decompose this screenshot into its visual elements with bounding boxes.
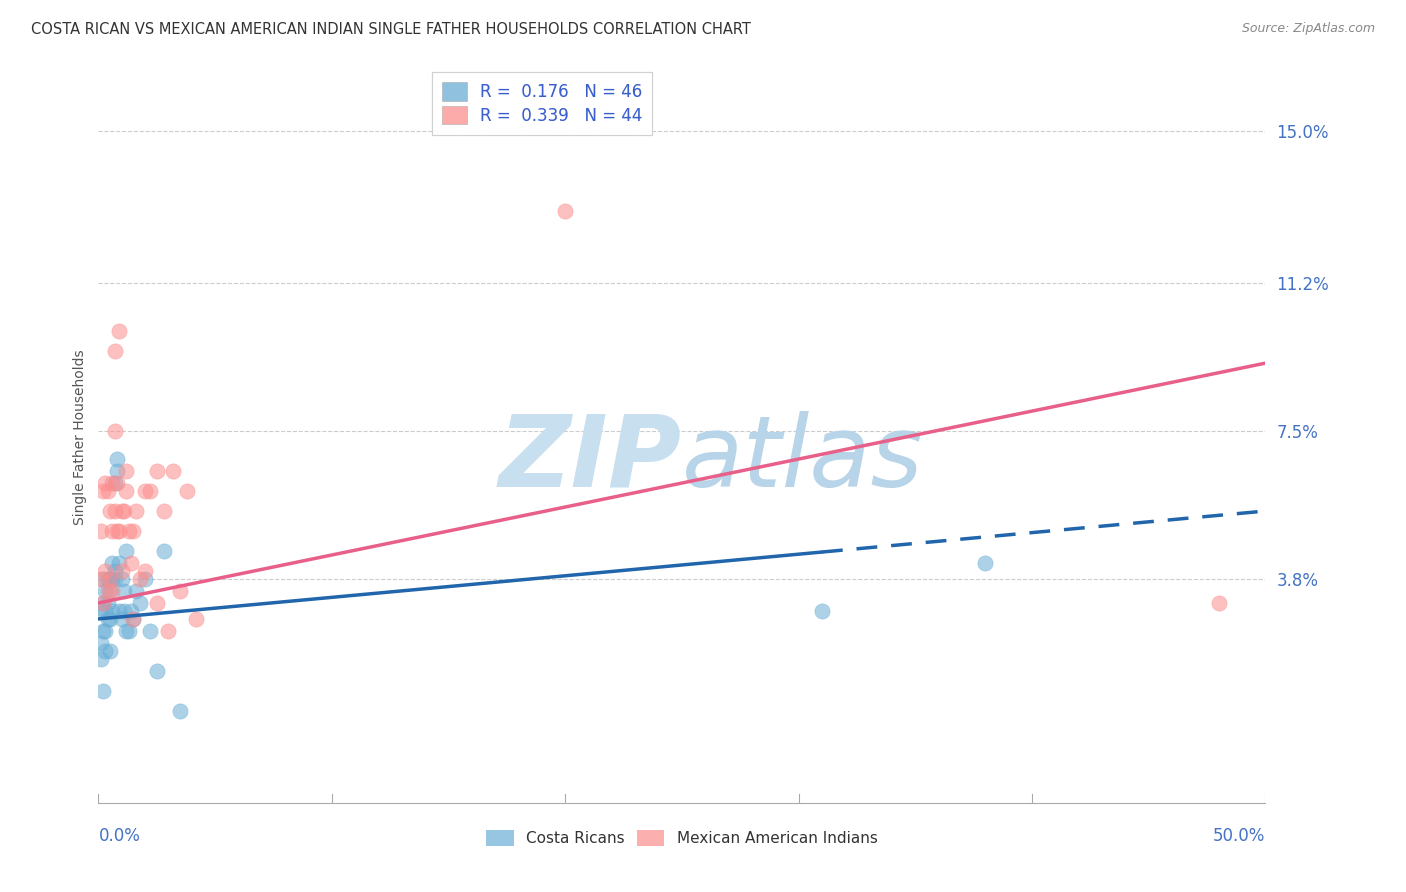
Text: 50.0%: 50.0% <box>1213 827 1265 845</box>
Text: atlas: atlas <box>682 410 924 508</box>
Text: 0.0%: 0.0% <box>98 827 141 845</box>
Point <box>105 464 128 478</box>
Point <box>152 504 174 518</box>
Point <box>122 612 145 626</box>
Point <box>118 524 141 538</box>
Point <box>91 684 114 698</box>
Point <box>125 584 148 599</box>
Point <box>108 604 131 618</box>
Point <box>97 612 120 626</box>
Point <box>129 596 152 610</box>
Point <box>104 504 127 518</box>
Point <box>115 464 138 478</box>
Point <box>108 524 131 538</box>
Point <box>98 612 121 626</box>
Point <box>112 504 135 518</box>
Point <box>122 612 145 626</box>
Point <box>146 664 169 678</box>
Point <box>97 483 120 498</box>
Point <box>90 572 112 586</box>
Point <box>101 604 124 618</box>
Point <box>186 612 208 626</box>
Point <box>134 564 156 578</box>
Point <box>91 624 114 638</box>
Point <box>94 476 117 491</box>
Point <box>94 624 117 638</box>
Point <box>122 524 145 538</box>
Point <box>105 476 128 491</box>
Point <box>129 572 152 586</box>
Point <box>974 556 997 570</box>
Point <box>134 483 156 498</box>
Point <box>90 604 112 618</box>
Point <box>91 572 114 586</box>
Point <box>146 464 169 478</box>
Point <box>98 504 121 518</box>
Point <box>108 556 131 570</box>
Point <box>554 204 576 219</box>
Point <box>115 483 138 498</box>
Point <box>115 624 138 638</box>
Point <box>104 572 127 586</box>
Legend: R =  0.176   N = 46, R =  0.339   N = 44: R = 0.176 N = 46, R = 0.339 N = 44 <box>432 72 652 135</box>
Point <box>169 584 191 599</box>
Text: ZIP: ZIP <box>499 410 682 508</box>
Point <box>94 564 117 578</box>
Point <box>94 584 117 599</box>
Point <box>97 584 120 599</box>
Point <box>152 544 174 558</box>
Point <box>1208 596 1230 610</box>
Point <box>112 584 135 599</box>
Point <box>111 572 134 586</box>
Point <box>162 464 184 478</box>
Point <box>104 424 127 438</box>
Point <box>91 596 114 610</box>
Point <box>120 604 142 618</box>
Point <box>101 572 124 586</box>
Point <box>98 644 121 658</box>
Point <box>139 483 162 498</box>
Point <box>105 452 128 467</box>
Point <box>97 596 120 610</box>
Point <box>105 524 128 538</box>
Point <box>139 624 162 638</box>
Point <box>120 556 142 570</box>
Point <box>118 624 141 638</box>
Point <box>101 524 124 538</box>
Point <box>91 483 114 498</box>
Text: COSTA RICAN VS MEXICAN AMERICAN INDIAN SINGLE FATHER HOUSEHOLDS CORRELATION CHAR: COSTA RICAN VS MEXICAN AMERICAN INDIAN S… <box>31 22 751 37</box>
Point <box>101 556 124 570</box>
Point <box>98 572 121 586</box>
Point <box>97 572 120 586</box>
Point <box>90 524 112 538</box>
Point <box>94 604 117 618</box>
Point <box>98 584 121 599</box>
Point <box>108 324 131 338</box>
Point <box>146 596 169 610</box>
Y-axis label: Single Father Households: Single Father Households <box>73 350 87 524</box>
Point <box>157 624 180 638</box>
Point <box>111 504 134 518</box>
Point <box>104 344 127 359</box>
Point <box>101 584 124 599</box>
Point <box>134 572 156 586</box>
Point <box>176 483 198 498</box>
Point <box>125 504 148 518</box>
Point <box>115 544 138 558</box>
Point <box>98 572 121 586</box>
Point <box>111 564 134 578</box>
Point <box>104 476 127 491</box>
Point <box>90 636 112 650</box>
Point <box>112 604 135 618</box>
Point <box>169 704 191 718</box>
Point <box>111 612 134 626</box>
Point <box>104 564 127 578</box>
Point <box>90 652 112 666</box>
Point <box>811 604 834 618</box>
Point <box>101 476 124 491</box>
Point <box>91 596 114 610</box>
Text: Source: ZipAtlas.com: Source: ZipAtlas.com <box>1241 22 1375 36</box>
Point <box>94 644 117 658</box>
